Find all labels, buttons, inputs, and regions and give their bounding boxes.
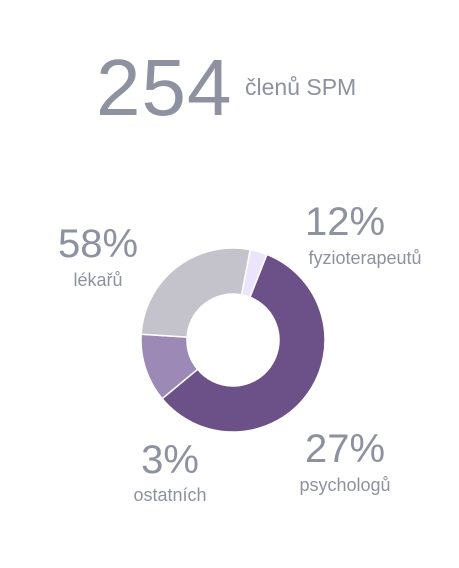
membership-donut-chart: 58% lékařů 12% fyzioterapeutů 27% psycho… bbox=[0, 150, 459, 568]
member-count: 254 bbox=[96, 43, 233, 132]
donut-svg bbox=[140, 247, 326, 433]
members-headline: 254 členů SPM bbox=[0, 0, 459, 140]
slice-psychologu bbox=[140, 247, 252, 338]
slice-category-label: lékařů bbox=[73, 270, 123, 290]
member-count-caption: členů SPM bbox=[245, 74, 357, 100]
slice-percent-label: 27% bbox=[304, 427, 386, 471]
slice-percent-label: 3% bbox=[141, 438, 199, 482]
donut-slices bbox=[140, 247, 326, 433]
slice-lekaru bbox=[161, 253, 326, 433]
slice-percent-label: 58% bbox=[57, 222, 139, 266]
slice-category-label: psychologů bbox=[299, 475, 391, 495]
slice-percent-label: 12% bbox=[304, 200, 386, 244]
slice-ostatnich bbox=[240, 248, 268, 299]
slice-category-label: fyzioterapeutů bbox=[308, 248, 422, 268]
slice-category-label: ostatních bbox=[133, 485, 207, 505]
